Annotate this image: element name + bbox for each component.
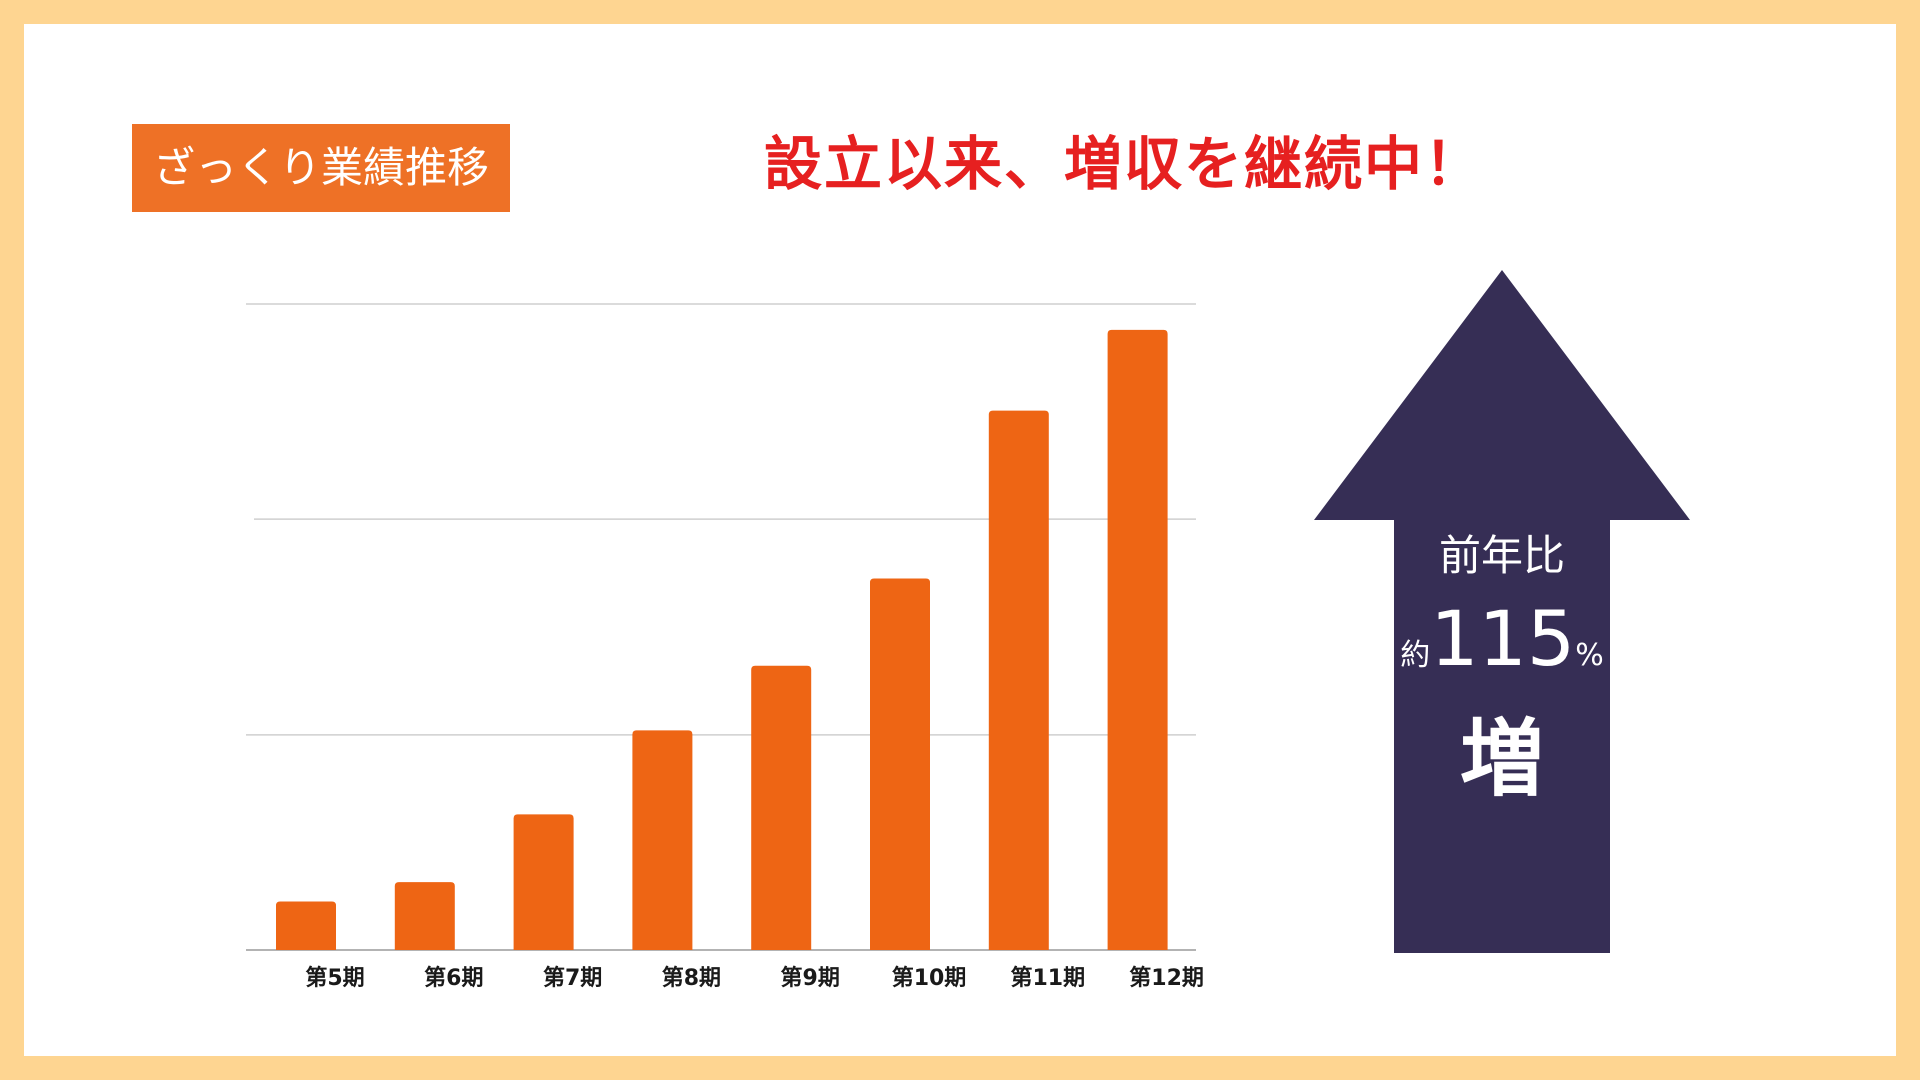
bar-layer — [276, 329, 1168, 951]
x-tick-label: 第11期 — [1010, 965, 1085, 991]
x-tick-label: 第9期 — [781, 965, 840, 991]
x-axis-labels: 第5期 第6期 第7期 第8期 第9期 第10期 第11期 第12期 — [305, 965, 1204, 991]
x-tick-label: 第7期 — [543, 965, 602, 991]
headline: 設立以来、増収を継続中！ — [764, 130, 1485, 198]
section-badge: ざっくり業績推移 — [132, 124, 510, 212]
bar-第6期 — [394, 882, 455, 950]
bar-第9期 — [751, 665, 812, 950]
approx-prefix: 約 — [1400, 638, 1431, 673]
growth-callout: 前年比 約115% 増 — [1394, 520, 1610, 815]
x-tick-label: 第5期 — [305, 965, 364, 991]
bar-第11期 — [988, 410, 1049, 951]
x-tick-label: 第8期 — [662, 965, 721, 991]
x-tick-label: 第6期 — [424, 965, 483, 991]
yoy-label: 前年比 — [1438, 531, 1565, 580]
up-arrow-shape — [1314, 270, 1690, 953]
bar-第10期 — [870, 578, 930, 950]
yoy-value: 約115% — [1394, 592, 1610, 703]
x-tick-label: 第12期 — [1129, 965, 1204, 991]
x-tick-label: 第10期 — [892, 965, 967, 991]
yoy-number: 115 — [1430, 594, 1576, 683]
bar-第8期 — [632, 730, 693, 950]
bar-第12期 — [1107, 329, 1168, 951]
percent-unit: % — [1575, 638, 1604, 673]
increase-label: 増 — [1459, 710, 1544, 808]
bar-第5期 — [276, 901, 336, 950]
bar-第7期 — [513, 814, 574, 950]
